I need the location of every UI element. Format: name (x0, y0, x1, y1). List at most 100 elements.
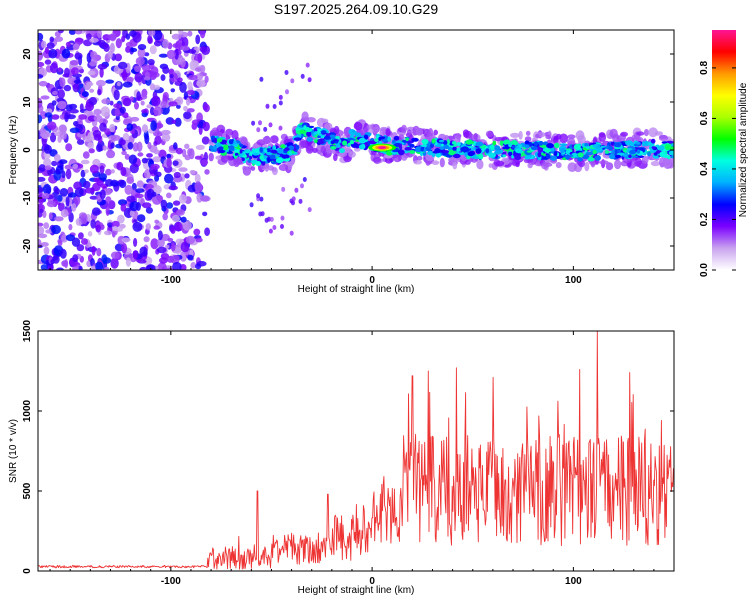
spectrogram-ridge-core (218, 146, 224, 150)
spectrogram-ridge-halo (452, 161, 458, 170)
spectrogram-ridge-core (422, 151, 427, 156)
spectrogram-noise-blob (126, 123, 134, 131)
colorbar-tick-label: 0.0 (699, 263, 710, 277)
spectrogram-noise-blob (125, 46, 131, 53)
spectrogram-noise-blob (107, 222, 114, 228)
spectrogram-noise-blob (89, 195, 99, 200)
spectrogram-ridge-core (317, 138, 326, 144)
spectrogram-noise-blob (200, 195, 210, 202)
spectrogram-noise-blob (114, 53, 122, 62)
spectrogram-ridge-core (391, 139, 396, 144)
spectrogram-ridge-halo (300, 140, 308, 148)
spectrogram-noise-blob (129, 163, 139, 174)
spectrogram-noise-blob (200, 64, 206, 73)
spectrogram-ridge-halo (598, 160, 609, 165)
spectrogram-ridge-core (643, 152, 647, 156)
spectrogram-noise-blob (97, 89, 102, 96)
spectrogram-ridge-core (460, 147, 465, 152)
spectrogram-noise-blob (173, 171, 181, 179)
spectrogram-noise-blob (44, 46, 50, 55)
spectrogram-scatter (300, 73, 305, 79)
spectrogram-ridge-core (609, 153, 615, 160)
spectrogram-noise-blob (137, 214, 146, 223)
spectrogram-noise-blob (117, 61, 128, 70)
spectrogram-noise-blob (186, 89, 195, 96)
spectrogram-ridge-core (266, 148, 271, 153)
spectrogram-noise-blob (188, 74, 198, 81)
spectrogram-noise-blob (96, 247, 102, 257)
spectrogram-noise-blob (39, 131, 50, 138)
spectrogram-noise-blob (191, 119, 201, 125)
spectrogram-noise-blob (87, 231, 93, 237)
spectrogram-noise-blob (80, 159, 90, 165)
spectrogram-noise-blob (134, 193, 144, 199)
spectrogram-ridge-core (313, 131, 318, 135)
spectrogram-ridge-core (420, 144, 428, 147)
spectrogram-ridge-halo (301, 111, 309, 121)
spectrogram-noise-blob (125, 41, 133, 48)
spectrogram-noise-blob (187, 184, 197, 193)
spectrogram-ridge-core (608, 146, 613, 151)
spectrogram-noise-blob (38, 186, 43, 195)
spectrogram-noise-blob (157, 262, 167, 270)
spectrogram-ridge-core (398, 143, 402, 149)
spectrogram-ridge-core (285, 158, 289, 161)
spectrogram-noise-blob (139, 246, 148, 257)
spectrogram-noise-blob (73, 194, 81, 206)
spectrogram-scatter (290, 78, 295, 84)
spectrogram-ridge-core (647, 151, 651, 157)
spectrogram-noise-blob (204, 169, 210, 175)
spectrogram-ytick-label: -20 (22, 238, 33, 253)
spectrogram-ridge-halo (515, 161, 520, 168)
spectrogram-noise-blob (172, 261, 182, 270)
spectrogram-scatter (302, 177, 307, 182)
spectrogram-ridge-core (374, 138, 379, 143)
spectrogram-ridge-core (671, 155, 674, 159)
spectrogram-scatter (289, 230, 294, 236)
spectrogram-ridge-halo (643, 129, 649, 137)
spectrogram-noise-blob (114, 108, 120, 117)
spectrogram-ridge-core (255, 161, 261, 166)
spectrogram-ytick-label: 0 (22, 147, 33, 153)
spectrogram-noise-blob (137, 152, 144, 157)
spectrogram-ytick-label: -10 (22, 190, 33, 205)
spectrogram-noise-blob (74, 30, 83, 35)
spectrogram-noise-blob (121, 237, 131, 243)
spectrogram-noise-blob (172, 160, 179, 166)
spectrogram-ridge-core (604, 150, 610, 154)
spectrogram-noise-blob (136, 180, 144, 188)
spectrogram-ridge-core (361, 143, 366, 149)
spectrogram-ridge-halo (494, 137, 503, 142)
spectrogram-ridge-core (508, 143, 512, 147)
spectrogram-ridge-halo (413, 160, 423, 165)
spectrogram-noise-blob (38, 61, 45, 68)
spectrogram-noise-blob (181, 37, 189, 48)
spectrogram-ridge-core (269, 154, 276, 160)
spectrogram-ridge-core (643, 140, 650, 147)
spectrogram-ridge-core (334, 140, 339, 144)
spectrogram-ridge-core (435, 152, 442, 158)
spectrogram-ridge-core (338, 148, 345, 154)
spectrogram-noise-blob (151, 95, 161, 107)
spectrogram-noise-blob (99, 165, 105, 174)
spectrogram-noise-blob (185, 235, 196, 245)
spectrogram-noise-blob (48, 212, 53, 220)
spectrogram-ridge-core (329, 134, 336, 139)
spectrogram-ridge-core (267, 157, 271, 163)
spectrogram-noise-blob (184, 143, 190, 149)
snr-ytick-label: 500 (22, 482, 33, 499)
spectrogram-ridge-core (409, 143, 415, 148)
spectrogram-ridge-halo (270, 135, 279, 144)
spectrogram-noise-blob (80, 169, 86, 178)
spectrogram-noise-blob (166, 192, 172, 199)
spectrogram-ridge-halo (567, 134, 576, 139)
spectrogram-noise-blob (68, 103, 78, 110)
spectrogram-noise-blob (121, 71, 128, 81)
spectrogram-noise-blob (178, 167, 188, 172)
spectrogram-noise-blob (52, 255, 58, 261)
spectrogram-noise-blob (70, 67, 80, 75)
spectrogram-ridge-core (306, 131, 312, 137)
spectrogram-ridge-halo (658, 135, 669, 142)
spectrogram-ridge-core (668, 150, 674, 156)
spectrogram-ridge-halo (439, 157, 445, 168)
